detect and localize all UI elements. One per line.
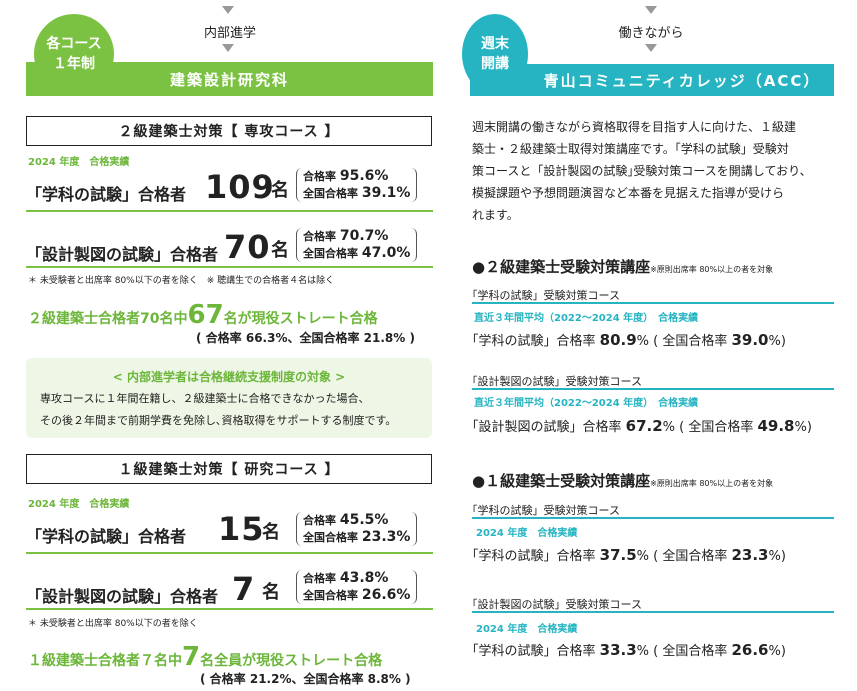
rate-line: ｢学科の試験」合格率 33.3% ( 全国合格率 26.6%)	[472, 641, 786, 659]
section-heading: ●１級建築士受験対策講座※原則出席率 80%以上の者を対象	[472, 472, 774, 490]
internal-caption: 内部進学	[203, 26, 256, 41]
pass-count: 109	[205, 168, 275, 206]
highlight-sub: ( 合格率 21.2%、全国合格率 8.8% )	[200, 672, 411, 686]
badge-line: １年制	[53, 56, 95, 72]
year-label: 2024 年度 合格実績	[28, 499, 130, 510]
teal-label: 2024 年度 合格実績	[476, 528, 578, 539]
rates: 合格率 43.8% 全国合格率 26.6%	[296, 570, 418, 604]
support-line: その後２年間まで前期学費を免除し､資格取得をサポートする制度です。	[40, 414, 397, 427]
rate-line: ｢学科の試験」合格率 80.9% ( 全国合格率 39.0%)	[472, 331, 786, 349]
highlight: １級建築士合格者７名中7名全員が現役ストレート合格	[28, 642, 383, 672]
support-line: 専攻コースに１年間在籍し、２級建築士に合格できなかった場合、	[40, 392, 370, 405]
section-heading: ●２級建築士受験対策講座※原則出席率 80%以上の者を対象	[472, 258, 774, 276]
weekend-badge: 週末 開講	[462, 14, 528, 94]
unit: 名	[271, 240, 289, 261]
arrow-down-icon	[645, 44, 657, 52]
teal-label: 直近３年間平均（2022〜2024 年度） 合格実績	[474, 398, 699, 409]
divider	[472, 611, 834, 613]
row-label: 「学科の試験」合格者	[26, 185, 187, 204]
course-sub: ｢学科の試験」受験対策コース	[472, 289, 620, 302]
pass-count: 15	[218, 510, 265, 548]
badge-line: 週末	[481, 36, 509, 52]
divider	[472, 388, 834, 390]
row-label: 「学科の試験」合格者	[26, 527, 187, 546]
divider	[472, 517, 834, 519]
support-title: < 内部進学者は合格継続支援制度の対象 >	[112, 370, 346, 384]
divider	[26, 552, 433, 554]
unit: 名	[262, 522, 280, 543]
unit: 名	[271, 180, 289, 201]
divider	[26, 266, 433, 268]
row-label: 「設計製図の試験」合格者	[26, 587, 219, 606]
divider	[26, 210, 433, 212]
intro-text: 週末開講の働きながら資格取得を目指す人に向けた、１級建 築士・２級建築士取得対策…	[472, 120, 812, 222]
highlight-sub: ( 合格率 66.3%、全国合格率 21.8% )	[196, 331, 415, 345]
working-caption: 働きながら	[618, 26, 684, 41]
teal-label: 2024 年度 合格実績	[476, 624, 578, 635]
highlight: ２級建築士合格者70名中67名が現役ストレート合格	[28, 300, 378, 330]
footnote: ＊ 未受験者と出席率 80%以下の者を除く	[28, 619, 198, 629]
arrow-down-icon	[222, 6, 234, 14]
course-sub: ｢設計製図の試験」受験対策コース	[472, 375, 642, 388]
row-label: 「設計製図の試験」合格者	[26, 245, 219, 264]
unit: 名	[262, 582, 280, 603]
course-title: １級建築士対策【 研究コース 】	[26, 454, 432, 484]
course-badge: 各コース １年制	[34, 14, 114, 94]
divider	[472, 302, 834, 304]
rate-line: ｢設計製図の試験」合格率 67.2% ( 全国合格率 49.8%)	[472, 417, 812, 435]
rates: 合格率 45.5% 全国合格率 23.3%	[296, 512, 418, 546]
course-title: ２級建築士対策【 専攻コース 】	[26, 116, 432, 146]
rates: 合格率 70.7% 全国合格率 47.0%	[296, 228, 418, 262]
arrow-down-icon	[222, 44, 234, 52]
rate-line: ｢学科の試験」合格率 37.5% ( 全国合格率 23.3%)	[472, 546, 786, 564]
teal-label: 直近３年間平均（2022〜2024 年度） 合格実績	[474, 313, 699, 324]
acc-banner: 青山コミュニティカレッジ（ACC）	[470, 64, 834, 96]
pass-count: 7	[232, 570, 256, 608]
footnote: ＊ 未受験者と出席率 80%以下の者を除く ※ 聴講生での合格者４名は除く	[28, 276, 335, 286]
badge-line: 各コース	[46, 36, 102, 52]
course-sub: ｢学科の試験」受験対策コース	[472, 504, 620, 517]
rates: 合格率 95.6% 全国合格率 39.1%	[296, 168, 418, 202]
pass-count: 70	[224, 228, 271, 266]
arrow-down-icon	[645, 6, 657, 14]
badge-line: 開講	[481, 56, 509, 72]
year-label: 2024 年度 合格実績	[28, 157, 130, 168]
course-sub: ｢設計製図の試験」受験対策コース	[472, 598, 642, 611]
support-box: < 内部進学者は合格継続支援制度の対象 > 専攻コースに１年間在籍し、２級建築士…	[26, 358, 432, 438]
divider	[26, 608, 433, 610]
